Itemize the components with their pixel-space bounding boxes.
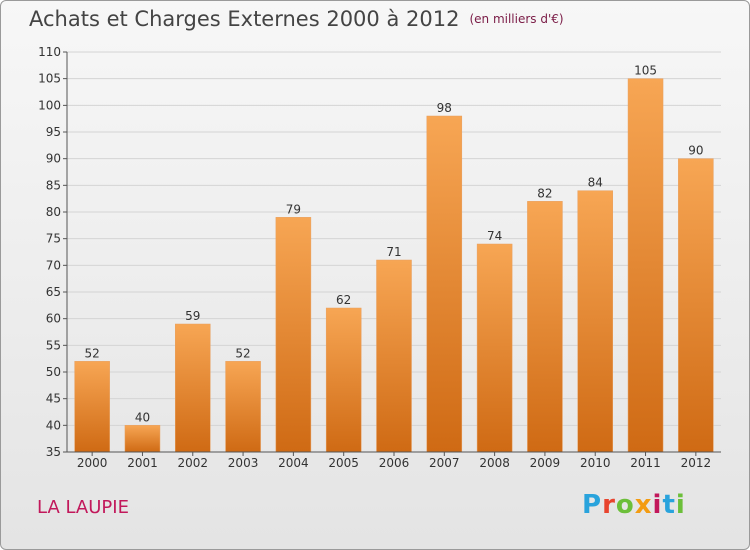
data-label: 62	[336, 293, 351, 307]
chart-title-text: Achats et Charges Externes 2000 à 2012	[29, 7, 460, 31]
y-tick-label: 50	[46, 365, 61, 379]
data-label: 82	[537, 186, 552, 200]
data-label: 79	[286, 202, 301, 216]
data-label: 52	[235, 346, 250, 360]
x-tick-label: 2001	[127, 456, 158, 470]
y-tick-label: 75	[46, 232, 61, 246]
data-label: 105	[634, 64, 657, 78]
data-label: 59	[185, 309, 200, 323]
bars: 52 40 59 52 79 62 71 98 74 82 84 105 90	[74, 64, 714, 453]
y-tick-label: 95	[46, 125, 61, 139]
x-tick-label: 2000	[77, 456, 108, 470]
data-label: 84	[588, 176, 603, 190]
bar-2009	[527, 201, 563, 453]
x-tick-label: 2007	[429, 456, 460, 470]
bar-2012	[678, 158, 714, 453]
bar-2010	[577, 190, 613, 453]
logo-letter: x	[634, 490, 653, 520]
logo-letter: r	[602, 490, 616, 520]
logo-letter: i	[675, 490, 686, 520]
data-label: 52	[85, 346, 100, 360]
x-tick-label: 2011	[630, 456, 661, 470]
data-label: 90	[688, 144, 703, 158]
y-tick-label: 65	[46, 285, 61, 299]
y-tick-label: 45	[46, 392, 61, 406]
y-tick-label: 90	[46, 152, 61, 166]
bar-2007	[426, 115, 463, 453]
y-tick-label: 80	[46, 205, 61, 219]
y-tick-label: 105	[38, 72, 61, 86]
data-label: 71	[386, 245, 401, 259]
axes: 35 40 45 50 55 60 65 70 75 80 85 90 95 100 105 110 2000 2…	[38, 45, 721, 470]
x-tick-label: 2012	[681, 456, 712, 470]
bar-2003	[225, 361, 261, 453]
logo-letter: o	[615, 490, 635, 520]
y-tick-label: 35	[46, 445, 61, 459]
y-tick-label: 55	[46, 338, 61, 352]
data-label: 98	[437, 101, 452, 115]
y-tick-label: 60	[46, 312, 61, 326]
data-label: 74	[487, 229, 502, 243]
bar-2011	[627, 78, 664, 453]
y-tick-label: 40	[46, 418, 61, 432]
x-tick-label: 2004	[278, 456, 309, 470]
x-tick-label: 2008	[479, 456, 510, 470]
bar-2000	[74, 361, 110, 453]
bar-2005	[325, 307, 362, 453]
logo-letter: P	[582, 490, 603, 520]
x-tick-label: 2002	[177, 456, 208, 470]
y-tick-label: 70	[46, 258, 61, 272]
y-tick-label: 100	[38, 98, 61, 112]
bar-2002	[175, 323, 211, 453]
chart-title: Achats et Charges Externes 2000 à 2012 (e…	[29, 7, 564, 31]
proxiti-logo[interactable]: Proxiti	[582, 490, 686, 520]
bar-2006	[376, 259, 412, 453]
logo-letter: t	[662, 490, 676, 520]
x-tick-label: 2006	[379, 456, 410, 470]
bar-2001	[124, 425, 161, 453]
bar-2004	[275, 217, 312, 453]
commune-name: LA LAUPIE	[37, 497, 129, 518]
x-tick-label: 2010	[580, 456, 611, 470]
data-label: 40	[135, 410, 150, 424]
bar-2008	[476, 243, 513, 453]
y-tick-label: 110	[38, 45, 61, 59]
chart-unit: (en milliers d'€)	[469, 12, 564, 26]
x-tick-label: 2005	[328, 456, 359, 470]
x-tick-label: 2003	[228, 456, 259, 470]
y-tick-label: 85	[46, 178, 61, 192]
x-tick-label: 2009	[530, 456, 561, 470]
logo-letter: i	[652, 490, 663, 520]
